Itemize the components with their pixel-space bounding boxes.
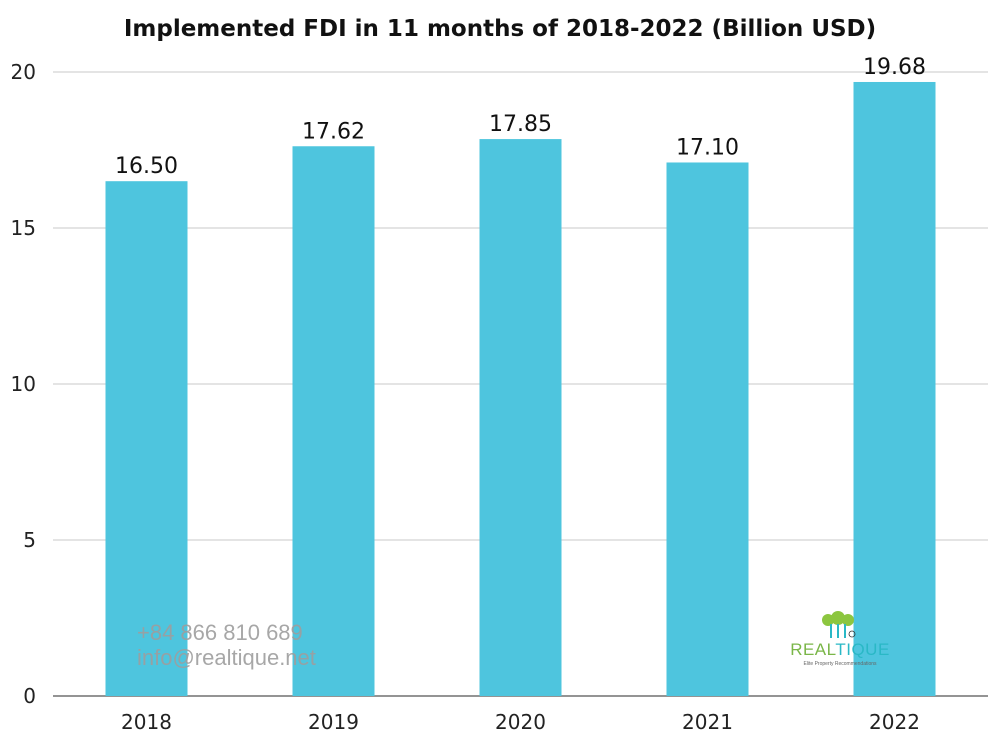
value-labels: 16.50 17.62 17.85 17.10 19.68 <box>115 55 926 179</box>
realtique-logo: REALTIQUE Elite Property Recommendations <box>790 610 890 670</box>
bar-2019 <box>292 146 375 697</box>
value-label-2020: 17.85 <box>489 112 552 137</box>
value-label-2021: 17.10 <box>676 135 739 160</box>
y-tick-label: 5 <box>23 528 36 552</box>
bar-2018 <box>105 181 188 696</box>
x-tick-label-2019: 2019 <box>308 710 359 734</box>
bar-2021 <box>666 162 749 697</box>
x-tick-label-2020: 2020 <box>495 710 546 734</box>
value-label-2018: 16.50 <box>115 154 178 179</box>
y-tick-label: 10 <box>11 372 36 396</box>
x-tick-label-2018: 2018 <box>121 710 172 734</box>
logo-name-part1: REAL <box>790 640 836 659</box>
bars <box>105 81 936 697</box>
x-tick-label-2021: 2021 <box>682 710 733 734</box>
watermark-email: info@realtique.net <box>137 645 316 670</box>
logo-tagline: Elite Property Recommendations <box>803 661 877 667</box>
bar-2020 <box>479 139 562 696</box>
tree-logo-icon <box>822 611 856 638</box>
chart-title: Implemented FDI in 11 months of 2018-202… <box>123 16 877 42</box>
x-tick-label-2022: 2022 <box>869 710 920 734</box>
y-tick-label: 20 <box>11 60 36 84</box>
watermark-phone: +84 866 810 689 <box>137 620 303 645</box>
value-label-2019: 17.62 <box>302 119 365 144</box>
y-tick-label: 15 <box>11 216 36 240</box>
value-label-2022: 19.68 <box>863 55 926 80</box>
logo-name-part2: TIQUE <box>835 640 890 659</box>
x-axis-ticks: 2018 2019 2020 2021 2022 <box>121 710 920 734</box>
contact-watermark: +84 866 810 689 info@realtique.net <box>137 620 316 670</box>
bar-2022 <box>853 81 936 696</box>
y-tick-label: 0 <box>23 684 36 708</box>
logo-wordmark: REALTIQUE <box>790 640 890 660</box>
y-axis-ticks: 0 5 10 15 20 <box>11 60 36 708</box>
